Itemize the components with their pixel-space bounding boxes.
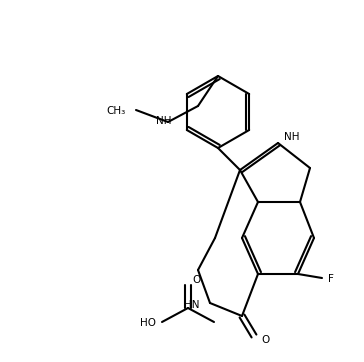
Text: O: O <box>193 275 201 285</box>
Text: O: O <box>262 335 270 345</box>
Text: NH: NH <box>156 116 172 126</box>
Text: CH₃: CH₃ <box>106 106 126 116</box>
Text: HN: HN <box>184 300 200 310</box>
Text: F: F <box>328 274 334 284</box>
Text: NH: NH <box>284 132 300 142</box>
Text: HO: HO <box>140 318 156 328</box>
